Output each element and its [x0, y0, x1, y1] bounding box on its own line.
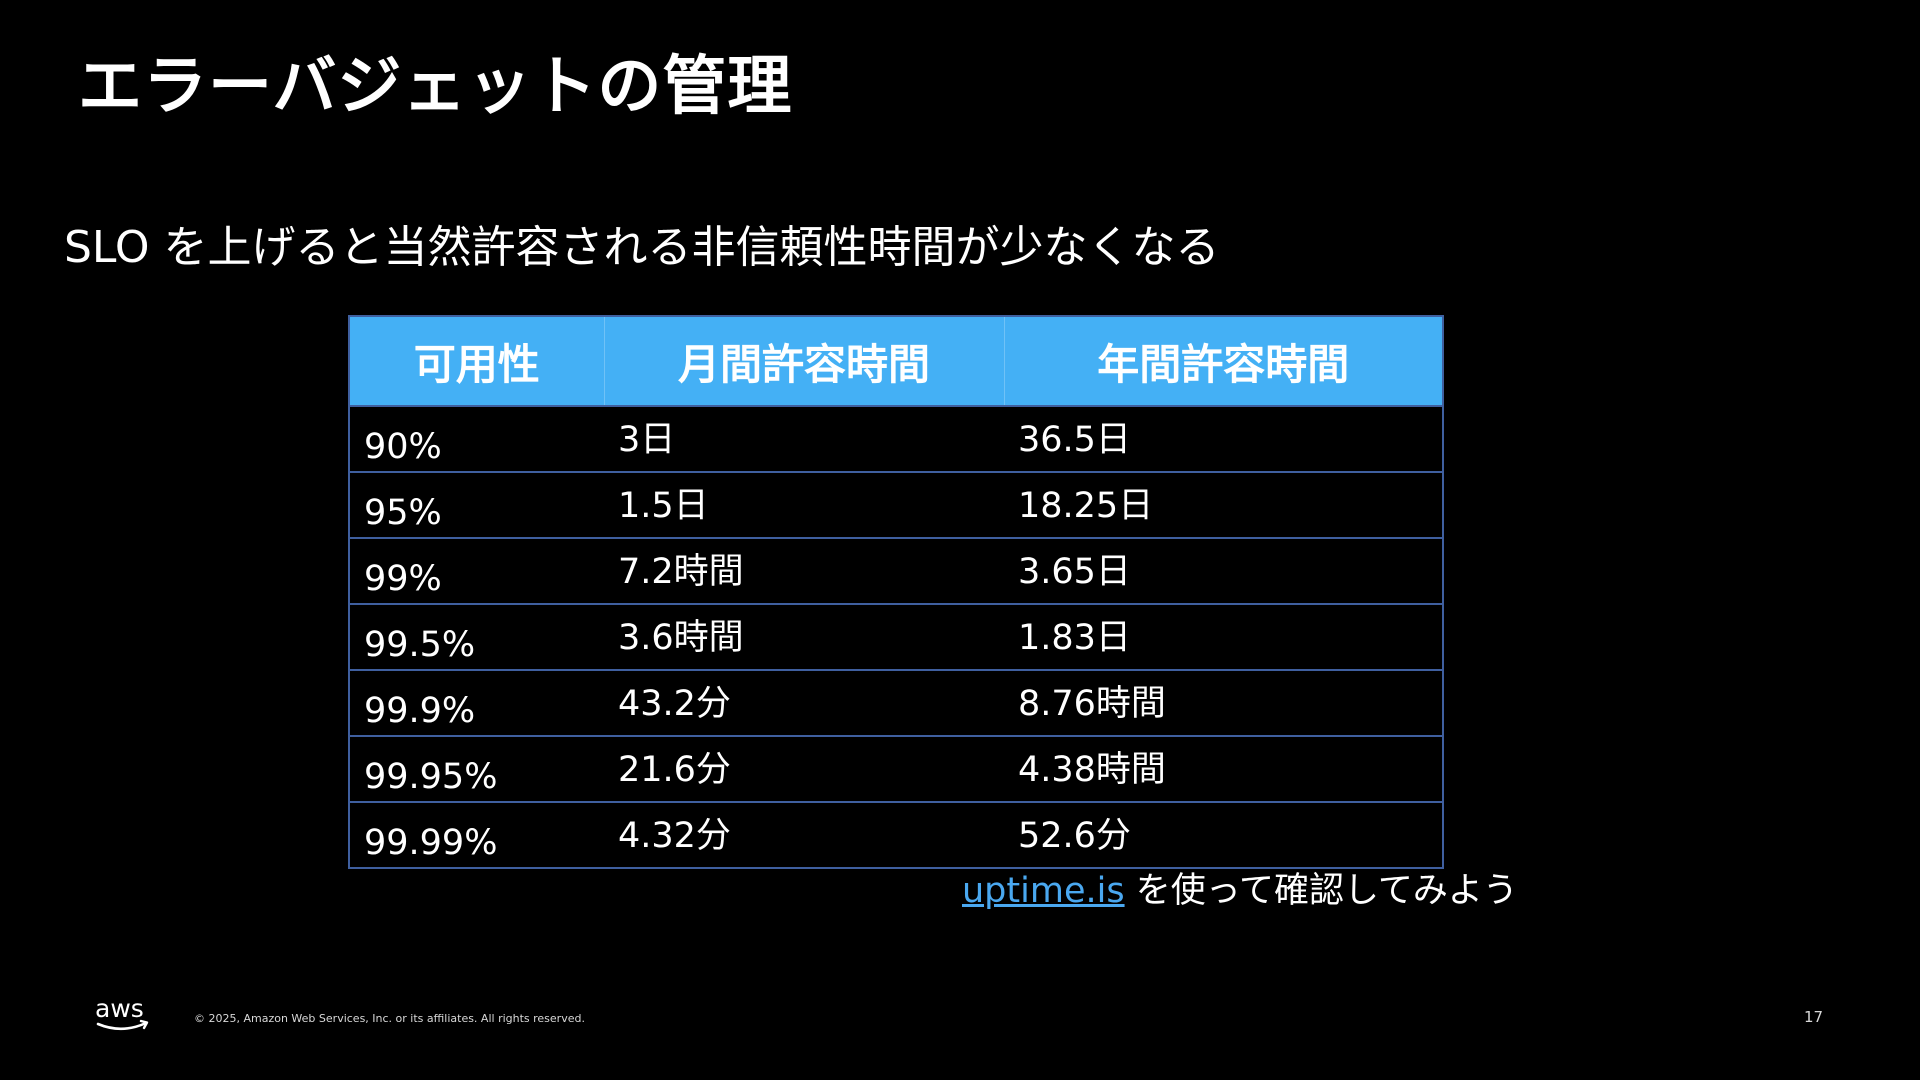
- monthly-cell: 3.6時間: [604, 603, 1004, 671]
- yearly-cell: 18.25日: [1004, 471, 1444, 539]
- availability-cell: 99.9%: [348, 669, 604, 737]
- monthly-cell: 7.2時間: [604, 537, 1004, 605]
- yearly-cell: 1.83日: [1004, 603, 1444, 671]
- availability-cell: 95%: [348, 471, 604, 539]
- yearly-cell: 8.76時間: [1004, 669, 1444, 737]
- yearly-cell: 4.38時間: [1004, 735, 1444, 803]
- uptime-note: uptime.is を使って確認してみよう: [962, 866, 1518, 916]
- yearly-cell: 3.65日: [1004, 537, 1444, 605]
- availability-cell: 90%: [348, 405, 604, 473]
- header-availability: 可用性: [348, 315, 605, 406]
- aws-logo-icon: aws: [95, 994, 149, 1031]
- header-yearly-allowance: 年間許容時間: [1003, 315, 1444, 406]
- table-row: 90% 3日 36.5日: [348, 405, 1444, 473]
- yearly-cell: 52.6分: [1004, 801, 1444, 869]
- availability-cell: 99.99%: [348, 801, 604, 869]
- monthly-cell: 1.5日: [604, 471, 1004, 539]
- table-row: 95% 1.5日 18.25日: [348, 471, 1444, 539]
- table-row: 99% 7.2時間 3.65日: [348, 537, 1444, 605]
- page-number: 17: [1804, 1008, 1824, 1026]
- table-row: 99.9% 43.2分 8.76時間: [348, 669, 1444, 737]
- table-row: 99.99% 4.32分 52.6分: [348, 801, 1444, 869]
- slide-subtitle: SLO を上げると当然許容される非信頼性時間が少なくなる: [64, 222, 1220, 273]
- uptime-link[interactable]: uptime.is: [962, 871, 1125, 911]
- yearly-cell: 36.5日: [1004, 405, 1444, 473]
- monthly-cell: 4.32分: [604, 801, 1004, 869]
- availability-cell: 99%: [348, 537, 604, 605]
- aws-logo: aws: [92, 992, 154, 1036]
- monthly-cell: 3日: [604, 405, 1004, 473]
- availability-cell: 99.5%: [348, 603, 604, 671]
- monthly-cell: 43.2分: [604, 669, 1004, 737]
- table-row: 99.95% 21.6分 4.38時間: [348, 735, 1444, 803]
- uptime-note-text: を使って確認してみよう: [1135, 871, 1518, 911]
- table-row: 99.5% 3.6時間 1.83日: [348, 603, 1444, 671]
- availability-table: 可用性 月間許容時間 年間許容時間 90% 3日 36.5日 95% 1.5日 …: [348, 315, 1444, 869]
- slide-title: エラーバジェットの管理: [78, 50, 793, 124]
- monthly-cell: 21.6分: [604, 735, 1004, 803]
- table-header-row: 可用性 月間許容時間 年間許容時間: [348, 315, 1444, 406]
- aws-logo-text: aws: [95, 994, 144, 1023]
- availability-cell: 99.95%: [348, 735, 604, 803]
- copyright-text: © 2025, Amazon Web Services, Inc. or its…: [194, 1012, 585, 1025]
- header-monthly-allowance: 月間許容時間: [603, 315, 1005, 406]
